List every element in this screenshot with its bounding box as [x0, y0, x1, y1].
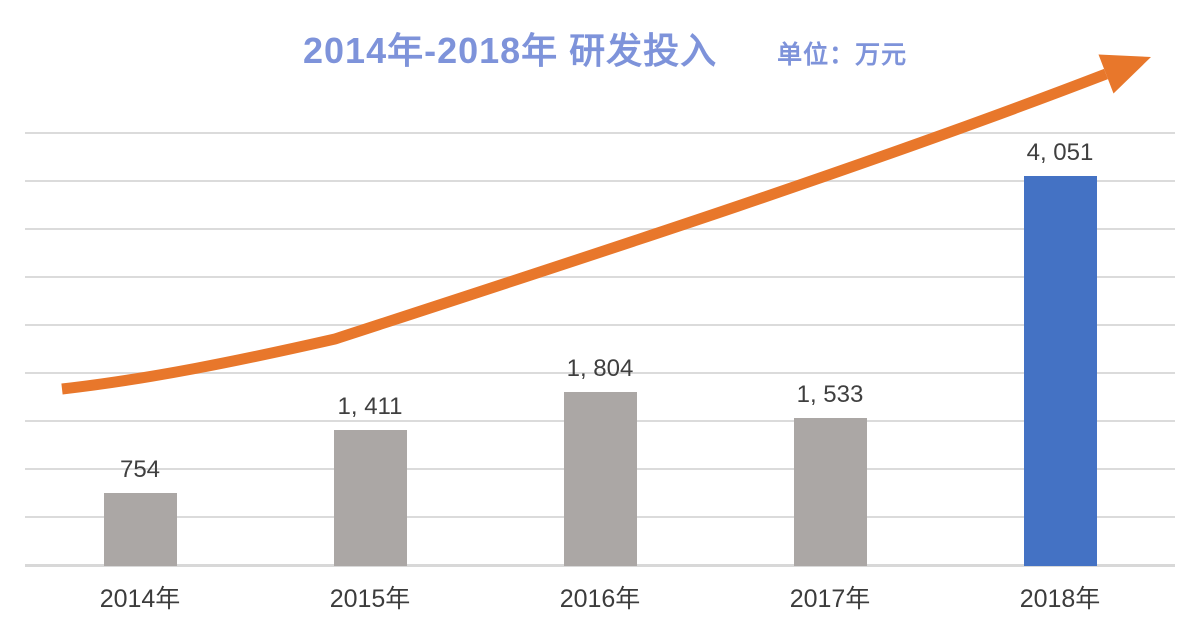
x-axis-label-2017年: 2017年 — [789, 585, 871, 613]
gridline-3000 — [25, 276, 1175, 278]
chart-title: 2014年-2018年 研发投入 — [303, 30, 718, 71]
bar-2014年 — [103, 492, 177, 566]
value-label-2017年: 1, 533 — [796, 380, 864, 408]
gridline-3500 — [25, 228, 1175, 230]
bar-2018年 — [1023, 176, 1097, 566]
bar-2016年 — [563, 391, 637, 566]
chart-header: 2014年-2018年 研发投入 单位：万元 — [303, 22, 907, 74]
x-axis-label-2016年: 2016年 — [559, 585, 641, 613]
trend-arrow-head — [1098, 54, 1151, 94]
bar-2015年 — [333, 429, 407, 566]
x-axis-label-2018年: 2018年 — [1019, 585, 1101, 613]
value-label-2015年: 1, 411 — [337, 392, 403, 420]
value-label-2014年: 754 — [119, 455, 161, 483]
gridline-4000 — [25, 180, 1175, 182]
gridline-2500 — [25, 324, 1175, 326]
unit-label: 单位：万元 — [777, 41, 908, 69]
x-axis-label-2015年: 2015年 — [329, 585, 411, 613]
x-axis-label-2014年: 2014年 — [99, 585, 181, 613]
bar-2017年 — [793, 417, 867, 566]
value-label-2016年: 1, 804 — [566, 354, 634, 382]
value-label-2018年: 4, 051 — [1026, 139, 1094, 167]
trend-arrow-line — [61, 68, 1108, 395]
gridline-4500 — [25, 132, 1175, 134]
